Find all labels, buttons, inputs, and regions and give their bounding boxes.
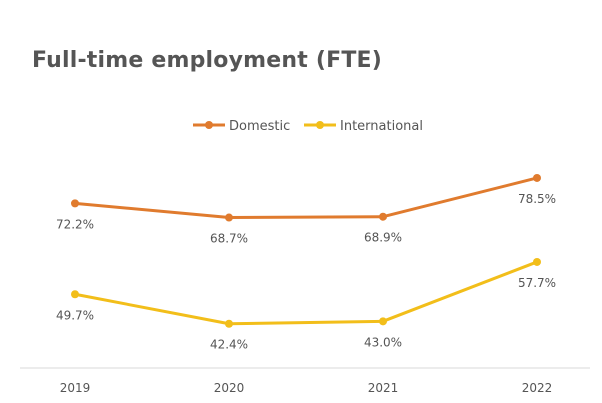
legend-item-domestic[interactable]: Domestic bbox=[193, 119, 290, 134]
data-point-domestic[interactable] bbox=[379, 212, 387, 221]
legend-marker-international bbox=[316, 121, 324, 129]
legend: Domestic International bbox=[193, 119, 423, 134]
chart-title: Full-time employment (FTE) bbox=[32, 48, 383, 73]
data-label-international: 42.4% bbox=[210, 338, 248, 352]
legend-item-international[interactable]: International bbox=[304, 119, 423, 134]
line-international bbox=[73, 260, 539, 326]
data-point-domestic[interactable] bbox=[533, 173, 541, 182]
legend-label-international: International bbox=[340, 119, 423, 134]
data-point-international[interactable] bbox=[225, 319, 233, 328]
data-point-domestic[interactable] bbox=[71, 199, 79, 208]
series-international: 49.7% 42.4% 43.0% 57.7% bbox=[56, 257, 556, 352]
line-domestic bbox=[73, 176, 539, 220]
data-label-domestic: 68.7% bbox=[210, 232, 248, 246]
data-label-international: 43.0% bbox=[364, 335, 402, 349]
data-label-domestic: 78.5% bbox=[518, 192, 556, 206]
series-domestic: 72.2% 68.7% 68.9% 78.5% bbox=[56, 173, 556, 246]
data-label-domestic: 68.9% bbox=[364, 231, 402, 245]
data-point-international[interactable] bbox=[379, 317, 387, 326]
data-point-international[interactable] bbox=[533, 257, 541, 266]
x-tick-label: 2021 bbox=[368, 381, 399, 395]
x-tick-label: 2019 bbox=[60, 381, 91, 395]
legend-marker-domestic bbox=[205, 121, 213, 129]
data-label-international: 49.7% bbox=[56, 308, 94, 322]
x-axis-ticks: 2019 2020 2021 2022 bbox=[60, 381, 553, 395]
data-point-international[interactable] bbox=[71, 290, 79, 299]
data-label-domestic: 72.2% bbox=[56, 217, 94, 231]
x-tick-label: 2022 bbox=[522, 381, 553, 395]
data-label-international: 57.7% bbox=[518, 276, 556, 290]
x-tick-label: 2020 bbox=[214, 381, 245, 395]
data-point-domestic[interactable] bbox=[225, 213, 233, 222]
legend-label-domestic: Domestic bbox=[229, 119, 290, 134]
